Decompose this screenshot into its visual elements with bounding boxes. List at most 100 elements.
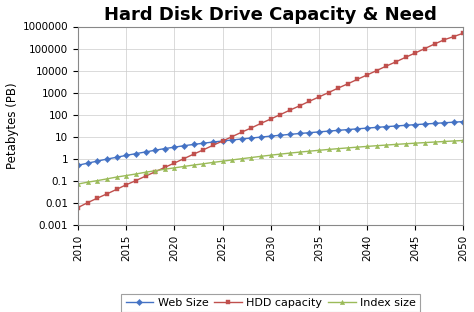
Line: Web Size: Web Size <box>76 119 465 168</box>
Web Size <box>383 125 389 129</box>
Index size <box>355 145 360 149</box>
Web Size <box>229 138 235 142</box>
HDD capacity <box>75 206 81 209</box>
Web Size <box>451 120 456 124</box>
Index size <box>123 174 129 178</box>
Index size <box>441 140 447 144</box>
Index size <box>220 159 226 163</box>
Legend: Web Size, HDD capacity, Index size: Web Size, HDD capacity, Index size <box>121 294 420 312</box>
Index size <box>258 154 264 158</box>
HDD capacity <box>355 77 360 81</box>
Web Size <box>422 122 428 126</box>
HDD capacity <box>162 165 168 169</box>
Web Size <box>249 136 255 140</box>
HDD capacity <box>114 188 119 191</box>
Index size <box>374 144 380 148</box>
HDD capacity <box>383 64 389 68</box>
Index size <box>278 152 283 156</box>
HDD capacity <box>268 117 273 121</box>
Line: HDD capacity: HDD capacity <box>76 31 465 210</box>
Title: Hard Disk Drive Capacity & Need: Hard Disk Drive Capacity & Need <box>104 6 437 23</box>
Web Size <box>326 129 331 133</box>
HDD capacity <box>258 121 264 125</box>
Index size <box>201 162 206 166</box>
Web Size <box>85 161 91 165</box>
Index size <box>210 161 216 164</box>
HDD capacity <box>326 91 331 95</box>
Line: Index size: Index size <box>76 138 465 186</box>
HDD capacity <box>239 130 245 134</box>
HDD capacity <box>191 152 197 156</box>
Index size <box>162 167 168 171</box>
HDD capacity <box>104 192 110 196</box>
Web Size <box>181 144 187 148</box>
Web Size <box>364 126 370 130</box>
HDD capacity <box>432 42 438 46</box>
Web Size <box>239 137 245 141</box>
Web Size <box>403 124 409 127</box>
Index size <box>85 180 91 184</box>
HDD capacity <box>123 183 129 187</box>
Web Size <box>287 133 293 136</box>
Web Size <box>258 135 264 139</box>
Web Size <box>123 154 129 157</box>
Index size <box>412 141 418 145</box>
HDD capacity <box>172 161 177 165</box>
Index size <box>383 143 389 147</box>
Web Size <box>345 128 351 131</box>
Index size <box>143 170 148 174</box>
Index size <box>307 149 312 153</box>
HDD capacity <box>412 51 418 55</box>
HDD capacity <box>220 139 226 143</box>
Web Size <box>393 124 399 128</box>
Web Size <box>268 134 273 138</box>
Index size <box>316 149 322 152</box>
Web Size <box>210 140 216 144</box>
Index size <box>335 147 341 150</box>
HDD capacity <box>403 56 409 59</box>
HDD capacity <box>94 196 100 200</box>
Web Size <box>441 121 447 124</box>
Index size <box>191 163 197 167</box>
Index size <box>239 157 245 161</box>
Index size <box>133 172 139 176</box>
HDD capacity <box>441 38 447 41</box>
HDD capacity <box>461 31 466 35</box>
Web Size <box>133 152 139 155</box>
Index size <box>229 158 235 162</box>
HDD capacity <box>85 201 91 204</box>
HDD capacity <box>422 46 428 50</box>
HDD capacity <box>278 113 283 116</box>
Web Size <box>191 143 197 146</box>
Web Size <box>152 148 158 152</box>
Web Size <box>335 129 341 132</box>
Index size <box>422 141 428 144</box>
Web Size <box>220 139 226 143</box>
Web Size <box>355 127 360 131</box>
Index size <box>172 166 177 170</box>
HDD capacity <box>393 60 399 64</box>
Web Size <box>432 121 438 125</box>
HDD capacity <box>181 157 187 160</box>
Index size <box>461 139 466 142</box>
Web Size <box>297 132 302 135</box>
Index size <box>268 153 273 157</box>
Web Size <box>201 141 206 145</box>
Web Size <box>278 133 283 137</box>
Index size <box>345 146 351 150</box>
HDD capacity <box>229 135 235 139</box>
Web Size <box>307 131 312 134</box>
Web Size <box>143 150 148 154</box>
Index size <box>364 144 370 148</box>
Web Size <box>114 155 119 159</box>
Index size <box>326 148 331 151</box>
HDD capacity <box>364 73 370 77</box>
Web Size <box>461 120 466 124</box>
HDD capacity <box>307 100 312 103</box>
Web Size <box>172 145 177 149</box>
HDD capacity <box>249 126 255 130</box>
HDD capacity <box>201 148 206 152</box>
Web Size <box>412 123 418 127</box>
HDD capacity <box>451 35 456 38</box>
HDD capacity <box>374 69 380 72</box>
